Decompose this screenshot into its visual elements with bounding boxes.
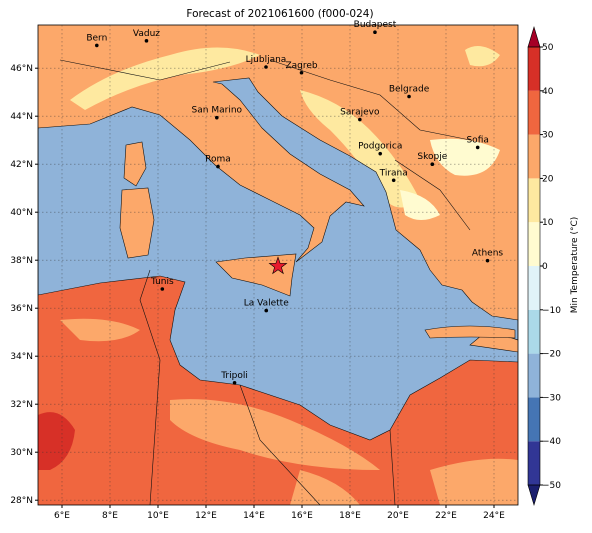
colorbar-bin [528, 134, 540, 179]
colorbar-tick-label: 0 [542, 262, 548, 272]
city-dot [373, 30, 377, 34]
city-dot [430, 162, 435, 166]
city-label: Bern [86, 33, 107, 43]
city-dot [160, 287, 165, 291]
colorbar-bin [528, 441, 540, 485]
city-dot [144, 39, 149, 43]
city-dot [378, 151, 383, 156]
colorbar-tick-label: −10 [542, 306, 561, 316]
map-frame [37, 24, 519, 506]
city-dot [95, 43, 99, 48]
colorbar-tick-label: −20 [542, 350, 561, 360]
colorbar-tick-label: 10 [542, 218, 554, 228]
colorbar-extend-low [527, 484, 541, 507]
x-tick-label: 22°E [435, 511, 457, 521]
city-label: La Valette [244, 299, 289, 309]
y-tick-label: 34°N [10, 352, 33, 362]
city-label: Tirana [379, 168, 408, 178]
colorbar-bin [528, 353, 540, 398]
colorbar-bin [528, 266, 540, 310]
city-label: Tunis [150, 277, 174, 287]
colorbar-extend-high [527, 25, 541, 48]
borders [59, 59, 471, 505]
hot-patch [38, 412, 75, 470]
city-dot [264, 308, 269, 313]
cool-patch [300, 90, 420, 208]
city-label: Belgrade [389, 85, 430, 95]
x-tick-label: 18°E [339, 511, 361, 521]
star-marker [268, 256, 288, 275]
x-tick-label: 10°E [147, 511, 169, 521]
y-tick-label: 36°N [10, 304, 33, 314]
city-dot [299, 70, 304, 75]
y-tick-label: 40°N [10, 208, 33, 218]
cool-patch [465, 46, 500, 67]
colorbar-tick-label: −50 [542, 481, 561, 491]
y-tick-label: 30°N [10, 448, 33, 458]
x-tick-label: 8°E [102, 511, 118, 521]
y-tick-label: 32°N [10, 400, 33, 410]
city-dot [216, 164, 220, 169]
y-tick-label: 38°N [10, 256, 33, 266]
sardinia [119, 187, 155, 259]
cool-patch [400, 138, 500, 220]
colorbar-tick-label: −40 [542, 437, 561, 447]
city-label: Roma [205, 155, 231, 165]
city-dot [485, 258, 490, 263]
colorbar-bin [528, 47, 540, 91]
y-tick-label: 44°N [10, 112, 33, 122]
colorbar-bin [528, 309, 540, 354]
city-dot [358, 117, 362, 122]
city-dot [215, 115, 219, 120]
crete [424, 325, 516, 339]
city-label: Budapest [354, 20, 397, 30]
colorbar-tick-label: 30 [542, 131, 554, 141]
city-dot [391, 178, 396, 183]
y-tick-label: 28°N [10, 496, 33, 506]
colorbar-tick-label: 40 [542, 87, 554, 97]
colorbar-bin [528, 222, 540, 266]
x-tick-label: 14°E [243, 511, 265, 521]
colorbar-label: Min Temperature (°C) [570, 217, 580, 314]
x-tick-label: 24°E [483, 511, 505, 521]
city-dot [407, 94, 411, 99]
city-label: Sarajevo [340, 108, 380, 118]
x-tick-label: 6°E [54, 511, 70, 521]
city-dot [232, 381, 237, 385]
city-label: Vaduz [133, 29, 160, 39]
cool-patch [70, 47, 260, 110]
warm-patch [60, 318, 518, 505]
colorbar-tick-label: 20 [542, 174, 554, 184]
city-label: Skopje [417, 152, 447, 162]
city-label: Tripoli [220, 371, 248, 381]
colorbar-bin [528, 397, 540, 442]
map-title: Forecast of 2021061600 (f000-024) [186, 8, 373, 20]
city-label: San Marino [192, 106, 243, 116]
x-tick-label: 16°E [291, 511, 313, 521]
city-label: Sofia [466, 135, 488, 145]
colorbar-tick-label: 50 [542, 43, 554, 53]
colorbar-tick-label: −30 [542, 393, 561, 403]
y-tick-label: 46°N [10, 64, 33, 74]
city-label: Podgorica [358, 142, 402, 152]
y-tick-label: 42°N [10, 160, 33, 170]
city-label: Ljubljana [246, 55, 287, 65]
colorbar-bin [528, 178, 540, 223]
city-label: Zagreb [285, 61, 317, 71]
x-tick-label: 20°E [387, 511, 409, 521]
city-dot [264, 65, 268, 69]
city-dot [475, 145, 480, 150]
x-tick-label: 12°E [195, 511, 217, 521]
city-label: Athens [472, 249, 503, 259]
colorbar-bin [528, 90, 540, 135]
